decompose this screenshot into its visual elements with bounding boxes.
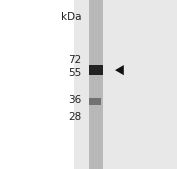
Text: 36: 36 [68,95,81,105]
FancyBboxPatch shape [74,0,177,169]
Polygon shape [115,65,124,75]
Text: kDa: kDa [61,12,81,22]
Text: 72: 72 [68,55,81,65]
FancyBboxPatch shape [88,0,103,169]
Text: 28: 28 [68,112,81,123]
FancyBboxPatch shape [88,98,101,105]
FancyBboxPatch shape [88,65,103,75]
Text: 55: 55 [68,68,81,78]
